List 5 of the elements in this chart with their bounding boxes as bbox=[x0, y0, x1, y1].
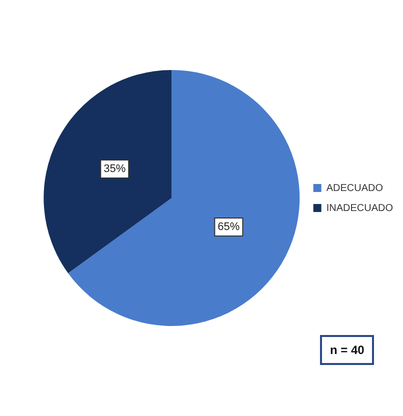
legend-label: INADECUADO bbox=[326, 202, 394, 214]
legend-label: ADECUADO bbox=[326, 182, 384, 194]
data-label: 65% bbox=[218, 221, 240, 234]
data-label: 35% bbox=[104, 162, 126, 175]
text: n = 40 bbox=[320, 335, 374, 365]
